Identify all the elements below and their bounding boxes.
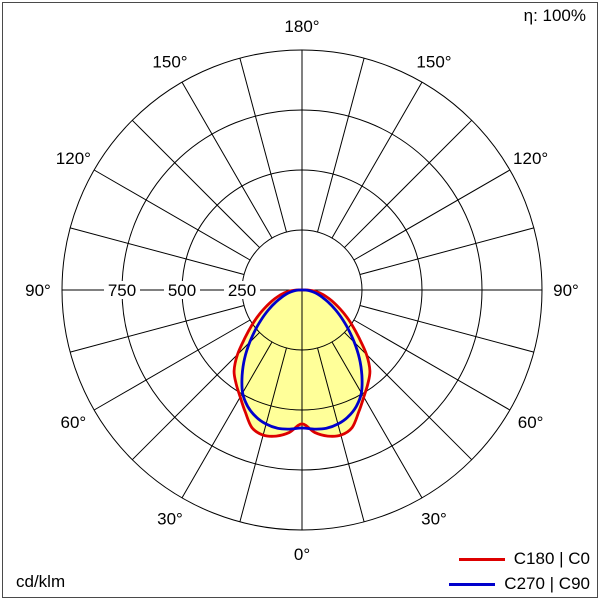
legend-label-c180-c0: C180 | C0 (513, 549, 590, 568)
efficiency-label: η: 100% (523, 6, 586, 25)
legend: C180 | C0 C270 | C90 (449, 549, 590, 594)
svg-text:750: 750 (108, 281, 136, 300)
svg-text:250: 250 (228, 281, 256, 300)
legend-item-c180-c0: C180 | C0 (449, 549, 590, 569)
svg-text:150°: 150° (152, 52, 187, 71)
legend-item-c270-c90: C270 | C90 (449, 574, 590, 594)
legend-label-c270-c90: C270 | C90 (504, 574, 590, 593)
svg-text:0°: 0° (294, 545, 310, 564)
svg-text:120°: 120° (513, 149, 548, 168)
svg-text:150°: 150° (416, 52, 451, 71)
svg-text:60°: 60° (61, 413, 87, 432)
svg-text:60°: 60° (518, 413, 544, 432)
legend-line-c270-c90 (449, 582, 496, 586)
svg-text:30°: 30° (421, 510, 447, 529)
unit-label: cd/klm (16, 572, 66, 591)
svg-text:30°: 30° (157, 510, 183, 529)
svg-text:120°: 120° (56, 149, 91, 168)
svg-text:90°: 90° (553, 281, 579, 300)
svg-text:90°: 90° (25, 281, 51, 300)
legend-line-c180-c0 (458, 557, 505, 561)
svg-text:500: 500 (168, 281, 196, 300)
svg-text:180°: 180° (284, 17, 319, 36)
